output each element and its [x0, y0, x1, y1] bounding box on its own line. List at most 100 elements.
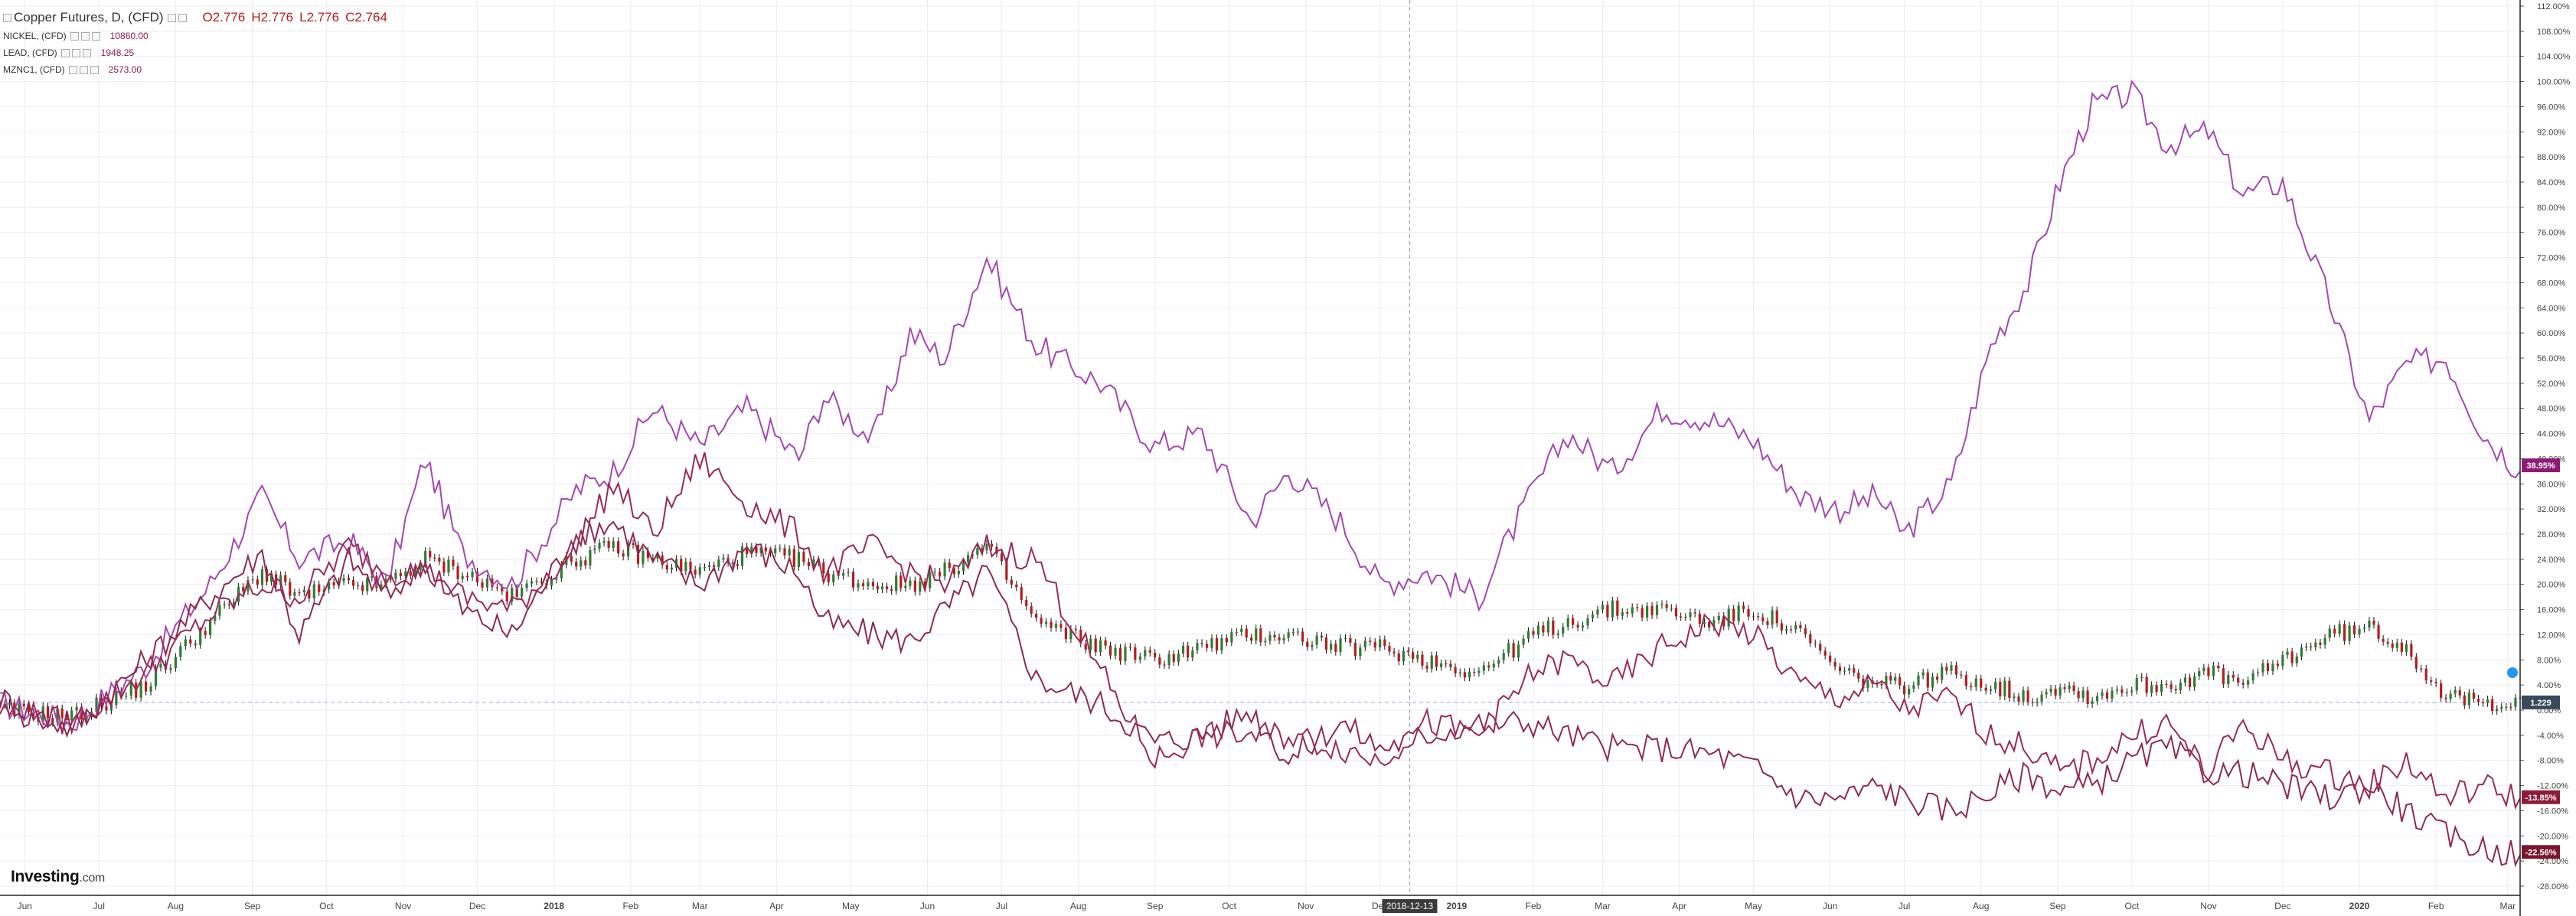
candle-body	[895, 575, 898, 592]
candle-body	[433, 557, 436, 559]
candle-body	[1030, 606, 1033, 614]
candle-body	[1250, 637, 1253, 641]
y-tick-label: 64.00%	[2537, 304, 2566, 313]
main-symbol-name[interactable]: Copper Futures, D, (CFD)	[14, 10, 164, 24]
lead-badge: -22.56%	[2525, 848, 2557, 857]
candle-body	[689, 561, 692, 570]
candle-body	[232, 601, 236, 606]
candle-body	[2081, 690, 2085, 699]
settings-icon[interactable]	[80, 31, 90, 41]
candle-body	[1463, 672, 1467, 678]
close-icon[interactable]	[178, 13, 187, 22]
x-tick-label: May	[842, 901, 860, 911]
candle-body	[1177, 653, 1180, 662]
candle-body	[1315, 635, 1318, 645]
settings-icon[interactable]	[71, 48, 80, 57]
candle-body	[456, 566, 459, 579]
candle-body	[2183, 677, 2187, 683]
candle-body	[1215, 637, 1219, 651]
candle-body	[1220, 637, 1223, 651]
candle-body	[2202, 667, 2205, 672]
candle-body	[1641, 608, 1644, 618]
candle-body	[867, 582, 870, 586]
candle-body	[2514, 697, 2517, 707]
lead-name[interactable]: LEAD, (CFD)	[3, 47, 57, 58]
candle-body	[260, 569, 264, 585]
candle-body	[204, 631, 207, 635]
candle-body	[570, 556, 573, 562]
candle-body	[1225, 637, 1228, 643]
candle-body	[194, 643, 197, 645]
y-tick-label: 104.00%	[2537, 53, 2571, 62]
candle-body	[2145, 676, 2148, 693]
close-icon[interactable]	[82, 48, 91, 57]
logo-brand: Investing	[11, 868, 80, 885]
nickel-value: 10860.00	[109, 31, 149, 41]
candle-body	[2013, 696, 2016, 698]
candle-body	[1191, 650, 1194, 658]
candle-body	[312, 584, 315, 598]
candle-body	[1104, 640, 1107, 646]
candle-body	[2160, 683, 2163, 693]
candle-body	[750, 546, 753, 554]
candle-body	[1848, 668, 1851, 671]
settings-icon[interactable]	[167, 13, 176, 22]
candle-body	[1296, 631, 1300, 633]
eye-icon[interactable]	[70, 31, 79, 41]
candle-body	[890, 588, 893, 592]
candle-body	[1960, 674, 1963, 676]
collapse-icon[interactable]	[3, 13, 11, 22]
candle-body	[2319, 642, 2322, 645]
candle-body	[1158, 657, 1161, 665]
y-tick-label: 52.00%	[2537, 380, 2566, 389]
settings-icon[interactable]	[79, 65, 88, 74]
series-line-lead[interactable]	[0, 516, 2521, 868]
candle-body	[1287, 632, 1290, 638]
candle-body	[2212, 665, 2215, 676]
candle-body	[1020, 587, 1023, 600]
candle-body	[32, 712, 35, 717]
candle-body	[2174, 689, 2177, 691]
candle-body	[184, 639, 187, 647]
zinc-name[interactable]: MZNC1, (CFD)	[3, 64, 65, 75]
candle-body	[1240, 628, 1243, 632]
candle-body	[580, 560, 583, 567]
eye-icon[interactable]	[60, 48, 70, 57]
candle-body	[1771, 610, 1774, 625]
x-tick-label: May	[1745, 901, 1762, 911]
candle-body	[174, 657, 177, 668]
candle-body	[525, 583, 528, 588]
candle-body	[1660, 604, 1663, 605]
close-icon[interactable]	[91, 31, 100, 41]
nickel-badge: 38.95%	[2526, 461, 2555, 471]
candle-body	[1359, 647, 1362, 657]
candle-body	[783, 548, 786, 556]
candle-body	[95, 697, 98, 712]
candle-body	[923, 581, 926, 588]
series-line-mznc1[interactable]	[0, 451, 2521, 810]
nickel-name[interactable]: NICKEL, (CFD)	[3, 31, 67, 41]
candle-body	[1894, 677, 1897, 681]
candle-body	[394, 572, 397, 579]
eye-icon[interactable]	[68, 65, 77, 74]
y-tick-label: 36.00%	[2537, 480, 2566, 489]
candle-body	[1712, 620, 1716, 628]
candle-body	[1492, 663, 1495, 668]
x-tick-label: 2020	[2349, 901, 2370, 911]
y-tick-label: 56.00%	[2537, 354, 2566, 363]
candle-body	[680, 559, 683, 572]
candle-body	[2045, 692, 2048, 695]
candle-body	[2247, 680, 2250, 685]
candle-body	[2323, 637, 2326, 645]
candle-body	[550, 579, 553, 586]
candle-body	[2290, 651, 2294, 663]
series-line-nickel[interactable]	[0, 80, 2521, 732]
candle-body	[665, 565, 668, 570]
candle-body	[399, 572, 402, 577]
info-icon[interactable]	[2507, 667, 2518, 679]
grid	[0, 0, 2520, 895]
candle-body	[1606, 605, 1609, 618]
candle-body	[707, 565, 711, 568]
close-icon[interactable]	[90, 65, 99, 74]
